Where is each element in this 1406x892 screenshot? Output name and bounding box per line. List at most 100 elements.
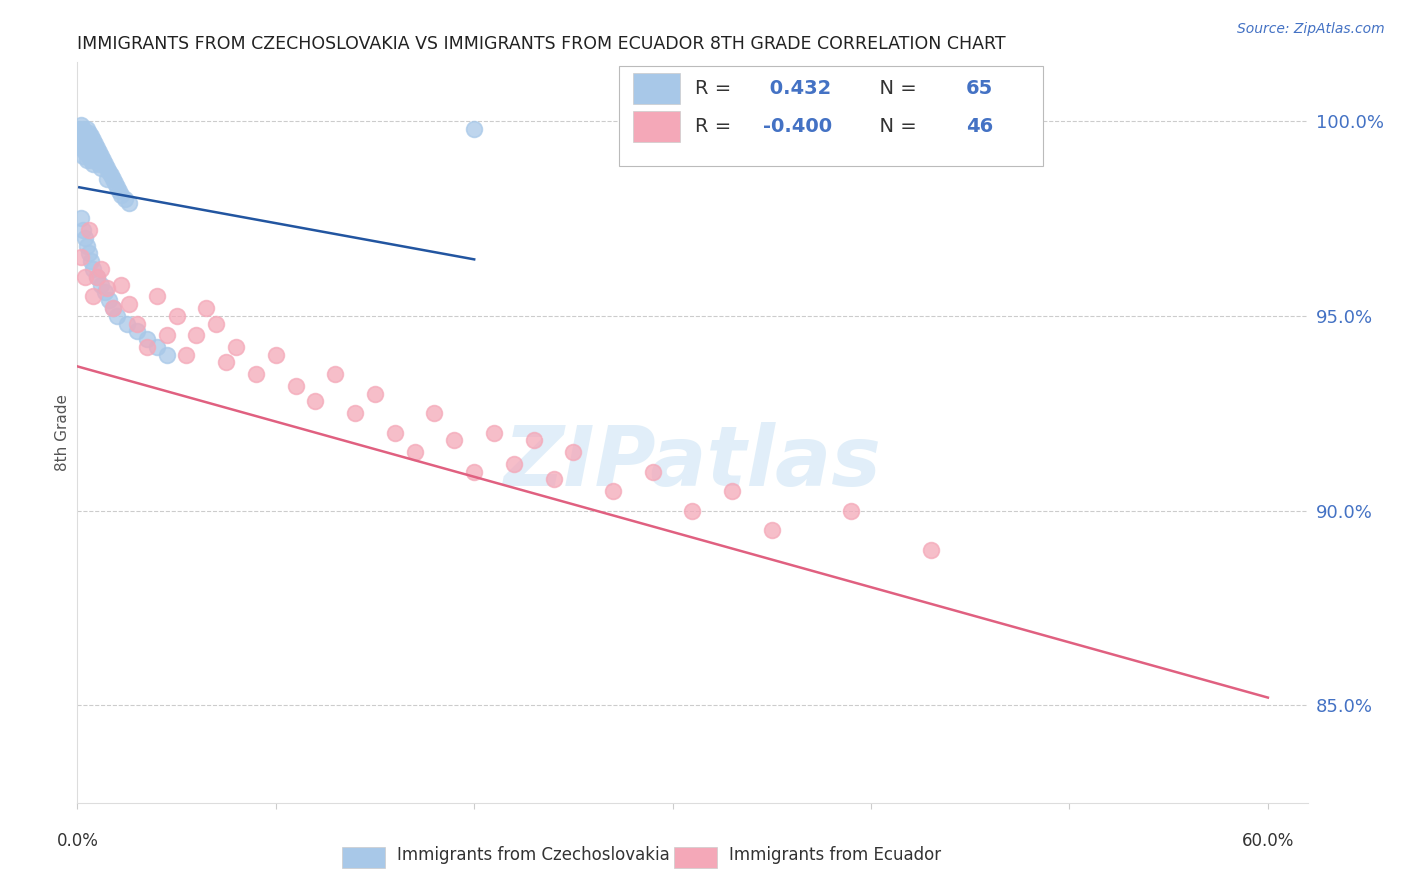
Point xyxy=(125,324,148,338)
Point xyxy=(344,406,367,420)
Point xyxy=(75,126,97,140)
Point xyxy=(215,355,238,369)
Point xyxy=(76,121,98,136)
Point xyxy=(463,465,485,479)
Point xyxy=(70,141,93,155)
Text: 65: 65 xyxy=(966,78,993,98)
Point xyxy=(108,184,131,198)
Point xyxy=(264,348,287,362)
Point xyxy=(84,149,107,163)
Point xyxy=(195,301,218,315)
Point xyxy=(523,434,546,448)
Y-axis label: 8th Grade: 8th Grade xyxy=(55,394,70,471)
Point xyxy=(920,542,942,557)
Text: N =: N = xyxy=(868,78,924,98)
Point xyxy=(641,465,664,479)
FancyBboxPatch shape xyxy=(619,66,1043,166)
Point xyxy=(105,309,128,323)
Point xyxy=(86,141,108,155)
Point xyxy=(125,317,148,331)
Point xyxy=(76,129,98,144)
Text: Source: ZipAtlas.com: Source: ZipAtlas.com xyxy=(1237,22,1385,37)
Point xyxy=(72,223,94,237)
Point xyxy=(76,238,98,252)
Point xyxy=(96,281,118,295)
Text: 46: 46 xyxy=(966,118,993,136)
FancyBboxPatch shape xyxy=(342,847,385,868)
Point xyxy=(104,176,127,190)
FancyBboxPatch shape xyxy=(634,73,681,103)
Point xyxy=(101,301,124,315)
Point xyxy=(110,188,132,202)
Point xyxy=(67,121,90,136)
Point xyxy=(84,137,107,152)
Point xyxy=(90,277,112,292)
Point xyxy=(75,269,97,284)
Point xyxy=(82,289,104,303)
Point xyxy=(114,192,136,206)
Point xyxy=(176,348,198,362)
Point xyxy=(543,472,565,486)
Point xyxy=(72,129,94,144)
Point xyxy=(96,161,118,175)
Text: N =: N = xyxy=(868,118,924,136)
Point xyxy=(602,484,624,499)
Text: 0.432: 0.432 xyxy=(762,78,831,98)
Point xyxy=(502,457,524,471)
Point xyxy=(404,445,426,459)
Text: R =: R = xyxy=(695,118,737,136)
Text: Immigrants from Ecuador: Immigrants from Ecuador xyxy=(730,846,942,863)
Text: 60.0%: 60.0% xyxy=(1241,832,1294,850)
Point xyxy=(75,145,97,159)
Text: ZIPatlas: ZIPatlas xyxy=(503,422,882,503)
Point xyxy=(77,149,100,163)
Point xyxy=(90,161,112,175)
Point xyxy=(562,445,585,459)
Point xyxy=(82,157,104,171)
Point xyxy=(96,172,118,186)
Point xyxy=(80,129,103,144)
Point xyxy=(77,223,100,237)
Point xyxy=(72,149,94,163)
Text: Immigrants from Czechoslovakia: Immigrants from Czechoslovakia xyxy=(398,846,669,863)
Point xyxy=(75,231,97,245)
Point xyxy=(156,348,179,362)
Point xyxy=(82,262,104,277)
Point xyxy=(135,340,157,354)
Point xyxy=(145,289,167,303)
Point xyxy=(90,262,112,277)
Point xyxy=(284,379,307,393)
Point xyxy=(94,157,117,171)
Point xyxy=(77,126,100,140)
Point xyxy=(101,172,124,186)
Point xyxy=(70,211,93,226)
Point xyxy=(761,523,783,537)
Point xyxy=(100,169,122,183)
Point xyxy=(682,503,704,517)
Point xyxy=(70,118,93,132)
Point xyxy=(721,484,744,499)
Point xyxy=(72,121,94,136)
Point xyxy=(304,394,326,409)
Point xyxy=(75,133,97,147)
Text: -0.400: -0.400 xyxy=(762,118,832,136)
Point xyxy=(166,309,188,323)
Point xyxy=(89,157,111,171)
Text: 0.0%: 0.0% xyxy=(56,832,98,850)
Point xyxy=(76,141,98,155)
Point xyxy=(82,145,104,159)
Point xyxy=(98,293,121,307)
Point xyxy=(80,254,103,268)
Point xyxy=(384,425,406,440)
Point xyxy=(105,180,128,194)
Point xyxy=(245,367,267,381)
Point xyxy=(145,340,167,354)
Point xyxy=(76,153,98,167)
Point xyxy=(94,285,117,300)
Point xyxy=(77,137,100,152)
Point xyxy=(364,386,387,401)
Point xyxy=(443,434,465,448)
Point xyxy=(482,425,505,440)
Point xyxy=(156,328,179,343)
Text: IMMIGRANTS FROM CZECHOSLOVAKIA VS IMMIGRANTS FROM ECUADOR 8TH GRADE CORRELATION : IMMIGRANTS FROM CZECHOSLOVAKIA VS IMMIGR… xyxy=(77,35,1005,53)
